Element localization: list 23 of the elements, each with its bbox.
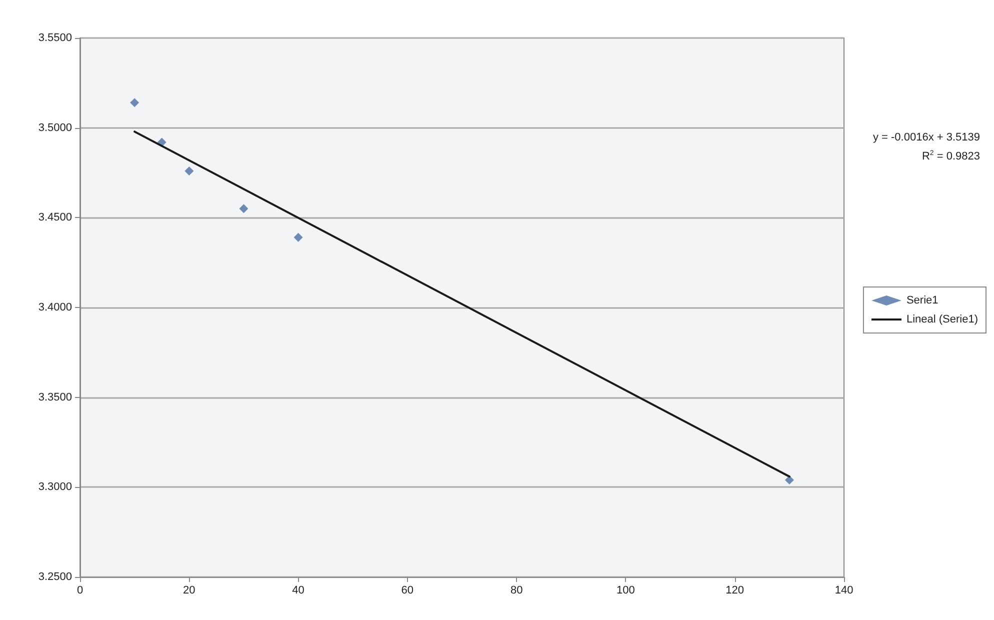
y-tick-label: 3.2500 bbox=[38, 571, 72, 583]
x-tick-label: 100 bbox=[616, 584, 635, 596]
point bbox=[784, 475, 794, 484]
x-tick-label: 120 bbox=[726, 584, 744, 596]
point bbox=[239, 204, 248, 214]
x-tick-label: 20 bbox=[183, 584, 196, 596]
legend-label: Lineal (Serie1) bbox=[906, 314, 978, 326]
x-tick-label: 40 bbox=[292, 584, 304, 596]
x-tick-label: 80 bbox=[510, 584, 523, 596]
text: y = -0.0016x + 3.5139 bbox=[872, 132, 980, 144]
legend-label: Serie1 bbox=[906, 294, 938, 306]
point bbox=[184, 166, 194, 176]
y-tick-label: 3.5000 bbox=[38, 122, 72, 134]
point bbox=[130, 98, 140, 108]
y-tick-label: 3.3000 bbox=[38, 481, 72, 494]
x-tick-label: 140 bbox=[834, 584, 854, 596]
x-tick-label: 0 bbox=[76, 584, 84, 596]
y-tick-label: 3.5500 bbox=[38, 32, 72, 44]
point bbox=[294, 232, 303, 242]
x-tick-label: 60 bbox=[401, 584, 414, 596]
y-tick-label: 3.4000 bbox=[38, 302, 72, 314]
y-tick-label: 3.4500 bbox=[38, 212, 72, 224]
y-tick-label: 3.3500 bbox=[38, 391, 72, 404]
